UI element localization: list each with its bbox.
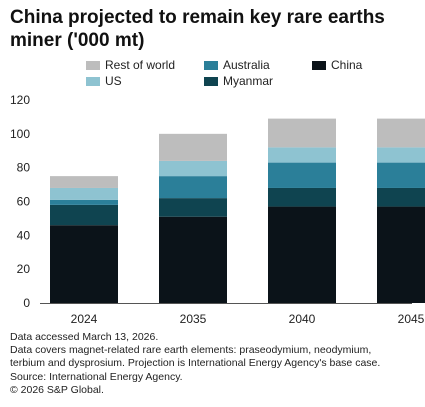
y-axis: 0 20 40 60 80 100 120 xyxy=(10,93,30,310)
legend-label-rest-of-world: Rest of world xyxy=(105,58,176,72)
y-tick-label: 80 xyxy=(17,161,31,175)
bars xyxy=(50,118,425,303)
bar-segment-australia-2045 xyxy=(377,162,425,188)
bar-segment-us-2035 xyxy=(159,160,227,177)
bar-segment-australia-2035 xyxy=(159,176,227,199)
bar-segment-australia-2040 xyxy=(268,162,336,188)
legend-swatch-us xyxy=(86,77,100,86)
legend-item-us: US xyxy=(86,74,122,88)
legend-item-rest-of-world: Rest of world xyxy=(86,58,175,72)
x-tick-label-2040: 2040 xyxy=(289,312,316,326)
footnote-coverage-1: Data covers magnet-related rare earth el… xyxy=(10,344,372,357)
legend-swatch-china xyxy=(312,61,326,70)
y-tick-label: 60 xyxy=(17,195,31,209)
bar-segment-rest-of-world-2035 xyxy=(159,133,227,161)
y-tick-label: 100 xyxy=(10,127,30,141)
x-tick-label-2035: 2035 xyxy=(180,312,207,326)
legend-label-australia: Australia xyxy=(223,58,270,72)
y-tick-label: 40 xyxy=(17,228,31,242)
bar-segment-myanmar-2035 xyxy=(159,198,227,217)
legend-item-china: China xyxy=(312,58,362,72)
bar-segment-china-2035 xyxy=(159,216,227,303)
bar-segment-myanmar-2024 xyxy=(50,204,118,226)
legend-label-china: China xyxy=(331,58,363,72)
x-tick-label-2024: 2024 xyxy=(71,312,98,326)
y-tick-label: 0 xyxy=(23,296,30,310)
bar-segment-china-2040 xyxy=(268,206,336,303)
bar-segment-rest-of-world-2040 xyxy=(268,118,336,148)
legend-label-us: US xyxy=(105,74,122,88)
y-tick-label: 120 xyxy=(10,93,30,107)
footnote-coverage-2: terbium and dysprosium. Projection is In… xyxy=(10,357,381,370)
y-tick-label: 20 xyxy=(17,262,31,276)
bar-segment-us-2045 xyxy=(377,147,425,163)
bar-segment-china-2024 xyxy=(50,225,118,303)
footnote-source: Source: International Energy Agency. xyxy=(10,370,183,383)
x-axis: 2024 2035 2040 2045 xyxy=(71,312,425,326)
legend-swatch-australia xyxy=(204,61,218,70)
footnote-copyright: © 2026 S&P Global. xyxy=(10,383,104,396)
bar-segment-rest-of-world-2045 xyxy=(377,118,425,148)
chart-title: China projected to remain key rare earth… xyxy=(10,7,385,51)
bar-segment-us-2040 xyxy=(268,147,336,163)
x-tick-label-2045: 2045 xyxy=(398,312,425,326)
bar-segment-australia-2024 xyxy=(50,199,118,205)
legend-label-myanmar: Myanmar xyxy=(223,74,274,88)
legend-swatch-rest-of-world xyxy=(86,61,100,70)
bar-segment-myanmar-2040 xyxy=(268,187,336,207)
legend-item-australia: Australia xyxy=(204,58,270,72)
bar-segment-china-2045 xyxy=(377,206,425,303)
footnote-date: Data accessed March 13, 2026. xyxy=(10,331,159,343)
bar-segment-rest-of-world-2024 xyxy=(50,176,118,188)
bar-segment-us-2024 xyxy=(50,187,118,200)
legend-swatch-myanmar xyxy=(204,77,218,86)
bar-segment-myanmar-2045 xyxy=(377,187,425,207)
footnotes: Data accessed March 13, 2026. Data cover… xyxy=(10,331,420,397)
legend-item-myanmar: Myanmar xyxy=(204,74,273,88)
